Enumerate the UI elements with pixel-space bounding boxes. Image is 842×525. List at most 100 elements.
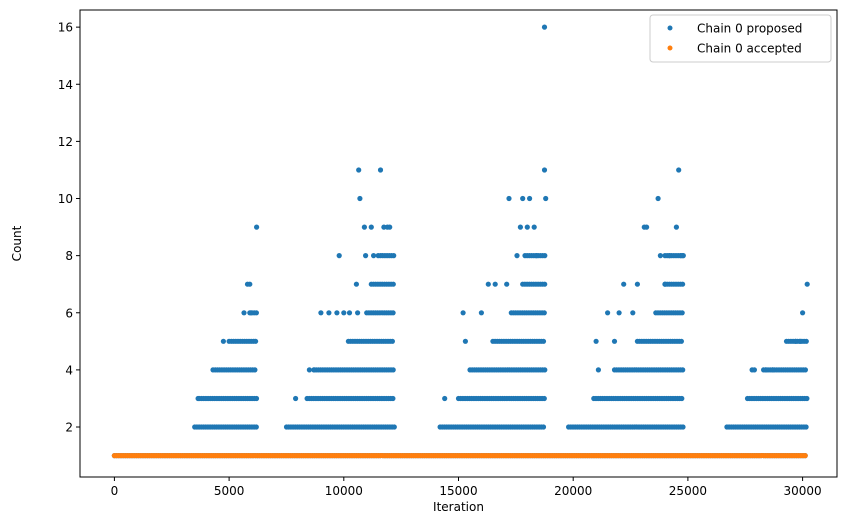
proposed-point <box>460 310 466 316</box>
proposed-point <box>616 310 622 316</box>
legend: Chain 0 proposed Chain 0 accepted <box>649 14 832 63</box>
proposed-point <box>391 424 397 430</box>
proposed-point <box>334 310 340 316</box>
proposed-point <box>657 253 664 259</box>
y-tick-label: 8 <box>65 249 73 263</box>
legend-marker-proposed <box>667 25 673 31</box>
proposed-point <box>371 253 377 259</box>
proposed-point <box>253 395 260 402</box>
proposed-point <box>514 253 520 259</box>
proposed-point <box>540 424 547 430</box>
proposed-point <box>389 338 395 344</box>
proposed-point <box>673 224 680 230</box>
proposed-point <box>680 367 686 373</box>
x-tick-label: 10000 <box>325 484 363 498</box>
proposed-point <box>793 338 799 344</box>
proposed-point <box>391 253 397 259</box>
proposed-point <box>361 224 367 230</box>
y-tick-label: 10 <box>58 192 73 206</box>
y-axis-label: Count <box>10 225 24 261</box>
proposed-point <box>542 281 548 287</box>
proposed-point <box>621 281 627 287</box>
x-axis-label: Iteration <box>433 500 484 514</box>
proposed-point <box>377 167 384 173</box>
accepted-point <box>802 453 808 459</box>
proposed-point <box>595 367 602 373</box>
proposed-point <box>442 395 448 402</box>
y-tick-label: 14 <box>58 78 73 92</box>
proposed-point <box>306 367 312 373</box>
series-proposed-points <box>111 24 810 459</box>
proposed-point <box>542 367 548 373</box>
proposed-point <box>195 395 201 402</box>
proposed-point <box>210 367 216 373</box>
proposed-point <box>390 395 396 402</box>
proposed-point <box>531 224 537 230</box>
proposed-point <box>368 224 374 230</box>
proposed-point <box>485 281 491 287</box>
proposed-point <box>346 310 353 316</box>
proposed-point <box>679 310 685 316</box>
proposed-point <box>357 195 363 202</box>
proposed-point <box>390 281 396 287</box>
series-accepted-points <box>111 453 808 459</box>
proposed-point <box>611 338 618 344</box>
proposed-point <box>253 338 259 344</box>
plot-frame <box>79 9 838 478</box>
proposed-point <box>543 195 549 202</box>
proposed-point <box>341 310 347 316</box>
proposed-point <box>678 338 685 344</box>
proposed-point <box>506 195 512 202</box>
proposed-point <box>478 310 484 316</box>
proposed-point <box>254 224 260 230</box>
proposed-point <box>504 281 510 287</box>
proposed-point <box>662 281 668 287</box>
proposed-point <box>770 367 776 373</box>
proposed-point <box>605 310 611 316</box>
proposed-point <box>797 338 803 344</box>
proposed-point <box>390 367 396 373</box>
legend-label-accepted: Chain 0 accepted <box>697 42 802 56</box>
y-tick-label: 12 <box>58 135 73 149</box>
proposed-point <box>226 338 232 344</box>
x-tick-label: 20000 <box>554 484 592 498</box>
proposed-point <box>542 253 548 259</box>
proposed-point <box>363 253 369 259</box>
x-tick-label: 0 <box>111 484 119 498</box>
x-tick-label: 25000 <box>669 484 707 498</box>
proposed-point <box>252 367 258 373</box>
proposed-point <box>533 253 540 259</box>
proposed-point <box>220 338 226 344</box>
proposed-point <box>751 367 758 373</box>
x-axis: 0 5000 10000 15000 20000 25000 30000 <box>111 477 822 498</box>
proposed-point <box>241 310 247 316</box>
proposed-point <box>247 281 253 287</box>
proposed-point <box>462 338 468 344</box>
proposed-point <box>803 424 809 430</box>
proposed-point <box>593 338 599 344</box>
proposed-point <box>802 367 809 373</box>
legend-label-proposed: Chain 0 proposed <box>697 22 802 36</box>
proposed-point <box>387 224 393 230</box>
y-tick-label: 6 <box>65 306 73 320</box>
proposed-point <box>318 310 324 316</box>
proposed-point <box>541 24 548 30</box>
x-tick-label: 15000 <box>439 484 477 498</box>
proposed-point <box>680 424 686 430</box>
proposed-point <box>541 395 547 402</box>
proposed-point <box>630 310 636 316</box>
proposed-point <box>326 310 332 316</box>
proposed-point <box>355 310 361 316</box>
legend-marker-accepted <box>667 45 673 51</box>
proposed-point <box>311 367 317 373</box>
proposed-point <box>680 253 686 259</box>
proposed-point <box>804 395 810 402</box>
proposed-point <box>804 281 810 287</box>
proposed-point <box>293 395 299 402</box>
y-tick-label: 4 <box>65 363 73 377</box>
proposed-point <box>248 310 254 316</box>
y-tick-label: 16 <box>58 21 73 35</box>
proposed-point <box>541 167 548 173</box>
proposed-point <box>679 395 685 402</box>
